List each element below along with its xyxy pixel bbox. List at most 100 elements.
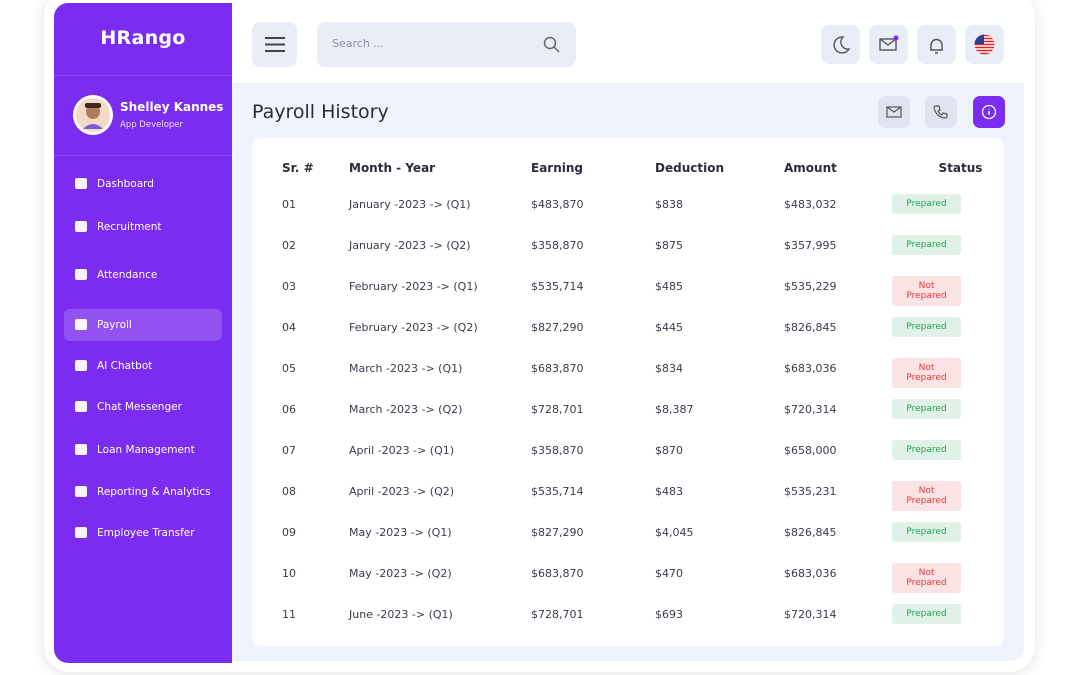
table-cell: $693 [655, 608, 683, 621]
table-cell: 03 [282, 280, 296, 293]
nav-label: Employee Transfer [97, 527, 195, 539]
table-cell: March -2023 -> (Q2) [349, 403, 463, 416]
table-cell: $483,032 [784, 198, 837, 211]
separator [54, 155, 232, 156]
theme-button[interactable] [821, 25, 860, 64]
info-action[interactable] [973, 96, 1005, 128]
nav-icon [75, 401, 87, 412]
nav-icon [75, 360, 87, 371]
table-cell: February -2023 -> (Q2) [349, 321, 478, 334]
column-header: Month - Year [349, 161, 436, 175]
nav-icon [75, 319, 87, 330]
table-cell: January -2023 -> (Q2) [349, 239, 471, 252]
status-badge: Prepared [892, 604, 961, 624]
notification-button[interactable] [917, 25, 956, 64]
nav-item[interactable]: Attendance [64, 259, 222, 291]
table-cell: $720,314 [784, 608, 837, 621]
table-cell: $535,714 [531, 485, 584, 498]
nav-item[interactable]: Dashboard [64, 168, 222, 200]
column-header: Deduction [655, 161, 724, 175]
user-role: App Developer [120, 120, 184, 130]
flag-icon [974, 34, 995, 55]
table-cell: 09 [282, 526, 296, 539]
page-title: Payroll History [252, 101, 389, 123]
status-badge: Prepared [892, 399, 961, 419]
nav-icon [75, 221, 87, 232]
table-cell: $875 [655, 239, 683, 252]
table-cell: $483 [655, 485, 683, 498]
table-cell: 11 [282, 608, 296, 621]
nav-item[interactable]: Employee Transfer [64, 517, 222, 549]
table-cell: $728,701 [531, 608, 584, 621]
main: Payroll History Sr. # Month - Year Earning… [232, 83, 1024, 661]
email-action[interactable] [878, 96, 910, 128]
table-cell: $535,231 [784, 485, 837, 498]
nav-label: Loan Management [97, 444, 195, 456]
table-cell: April -2023 -> (Q1) [349, 444, 455, 457]
status-badge: Not Prepared [892, 481, 961, 511]
menu-button[interactable] [252, 22, 297, 67]
nav-label: Payroll [97, 319, 132, 331]
table-cell: $720,314 [784, 403, 837, 416]
status-badge: Prepared [892, 440, 961, 460]
bell-icon [930, 38, 943, 54]
nav-label: AI Chatbot [97, 360, 153, 372]
table-cell: $683,870 [531, 567, 584, 580]
table-cell: 05 [282, 362, 296, 375]
sidebar: HRango Shelley Kannes App Developer Dash… [54, 3, 232, 663]
nav-label: Chat Messenger [97, 401, 182, 413]
table-cell: $535,714 [531, 280, 584, 293]
nav-item[interactable]: Payroll [64, 309, 222, 341]
table-cell: $683,036 [784, 567, 837, 580]
table-cell: May -2023 -> (Q2) [349, 567, 452, 580]
mail-icon [879, 35, 899, 51]
column-header: Sr. # [282, 161, 314, 175]
table-cell: $827,290 [531, 526, 584, 539]
table-cell: $358,870 [531, 239, 584, 252]
status-badge: Prepared [892, 317, 961, 337]
avatar[interactable] [73, 95, 113, 135]
table-cell: $470 [655, 567, 683, 580]
column-header: Amount [784, 161, 837, 175]
nav-label: Dashboard [97, 178, 154, 190]
nav-item[interactable]: Chat Messenger [64, 391, 222, 423]
nav-icon [75, 178, 87, 189]
nav-item[interactable]: Recruitment [64, 211, 222, 243]
call-action[interactable] [925, 96, 957, 128]
table-cell: $658,000 [784, 444, 837, 457]
table-cell: 08 [282, 485, 296, 498]
nav-label: Reporting & Analytics [97, 486, 211, 498]
table-card: Sr. # Month - Year Earning Deduction Amount S… [252, 138, 1004, 646]
table-cell: April -2023 -> (Q2) [349, 485, 455, 498]
table-cell: May -2023 -> (Q1) [349, 526, 452, 539]
search-placeholder: Search ... [332, 37, 384, 50]
mail-button[interactable] [869, 25, 908, 64]
brand[interactable]: HRango [100, 27, 186, 49]
table-cell: 04 [282, 321, 296, 334]
table-cell: $728,701 [531, 403, 584, 416]
status-badge: Prepared [892, 235, 961, 255]
topbar: Search ... [232, 3, 1024, 83]
table-cell: $445 [655, 321, 683, 334]
mail-icon [886, 106, 902, 118]
column-header: Earning [531, 161, 584, 175]
table-cell: June -2023 -> (Q1) [349, 608, 453, 621]
table-cell: $683,870 [531, 362, 584, 375]
separator [54, 75, 232, 76]
status-badge: Prepared [892, 194, 961, 214]
nav-item[interactable]: AI Chatbot [64, 350, 222, 382]
status-badge: Prepared [892, 522, 961, 542]
column-header: Status [938, 161, 983, 175]
table-cell: $834 [655, 362, 683, 375]
nav-icon [75, 444, 87, 455]
moon-icon [833, 36, 851, 54]
user-name: Shelley Kannes [120, 100, 224, 114]
menu-icon [265, 37, 285, 52]
search-box[interactable]: Search ... [317, 22, 576, 67]
search-icon [543, 36, 560, 53]
table-cell: February -2023 -> (Q1) [349, 280, 478, 293]
nav-item[interactable]: Loan Management [64, 434, 222, 466]
nav-item[interactable]: Reporting & Analytics [64, 476, 222, 508]
language-button[interactable] [965, 25, 1004, 64]
table-cell: $4,045 [655, 526, 694, 539]
